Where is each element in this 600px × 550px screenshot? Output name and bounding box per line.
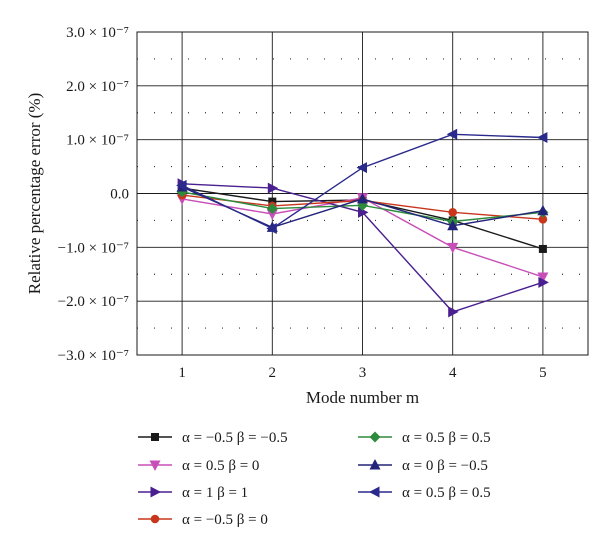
data-point xyxy=(447,219,459,231)
legend-swatch-marker xyxy=(369,459,381,470)
legend-item: α = 0.5 β = 0 xyxy=(138,458,259,474)
data-point xyxy=(537,204,549,216)
y-tick-label: 1.0 × 10⁻⁷ xyxy=(66,133,129,149)
data-point xyxy=(538,215,548,224)
data-point xyxy=(537,272,549,283)
data-point xyxy=(538,276,549,288)
legend-label: α = 1 β = 1 xyxy=(182,485,248,501)
data-point xyxy=(267,182,279,194)
legend: α = −0.5 β = −0.5 α = 0.5 β = 0 α = 1 β = … xyxy=(138,430,491,528)
series-7 xyxy=(176,128,548,234)
y-tick-label: −2.0 × 10⁻⁷ xyxy=(58,294,129,310)
data-point xyxy=(176,179,187,191)
legend-item: α = 0 β = −0.5 xyxy=(358,458,488,474)
data-point xyxy=(356,162,367,174)
legend-swatch-marker xyxy=(151,433,159,441)
data-point xyxy=(536,132,548,144)
x-tick-label: 4 xyxy=(449,365,457,381)
legend-swatch-marker xyxy=(150,486,161,498)
data-point xyxy=(266,203,278,215)
legend-swatch-marker xyxy=(369,431,381,443)
data-point xyxy=(266,222,277,234)
legend-label: α = 0.5 β = 0 xyxy=(182,458,259,474)
legend-label: α = 0.5 β = 0.5 xyxy=(402,485,491,501)
y-tick-label: −3.0 × 10⁻⁷ xyxy=(58,348,129,364)
y-axis-title: Relative percentage error (%) xyxy=(25,93,44,295)
plot-frame xyxy=(136,31,589,356)
x-axis-title: Mode number m xyxy=(306,388,419,407)
data-point xyxy=(538,244,547,253)
legend-item: α = −0.5 β = −0.5 xyxy=(138,430,288,446)
x-axis-ticks: 1 2 3 4 5 xyxy=(178,365,546,381)
series-3 xyxy=(177,178,549,318)
legend-label: α = 0.5 β = 0.5 xyxy=(402,430,491,446)
data-point xyxy=(447,242,459,254)
x-tick-label: 2 xyxy=(269,365,277,381)
y-tick-label: −1.0 × 10⁻⁷ xyxy=(58,240,129,256)
data-point xyxy=(357,192,368,204)
legend-swatch-marker xyxy=(369,486,380,498)
legend-label: α = −0.5 β = 0 xyxy=(182,512,268,528)
data-point xyxy=(358,206,369,218)
legend-item: α = 1 β = 1 xyxy=(138,485,248,501)
series-layer xyxy=(176,128,549,318)
legend-swatch-marker xyxy=(149,460,161,471)
legend-swatch-marker xyxy=(150,514,160,524)
y-axis-ticks: 3.0 × 10⁻⁷ 2.0 × 10⁻⁷ 1.0 × 10⁻⁷ 0.0 −1.0 × … xyxy=(58,25,129,364)
x-tick-label: 5 xyxy=(539,365,547,381)
x-tick-label: 1 xyxy=(178,365,186,381)
legend-item: α = 0.5 β = 0.5 xyxy=(358,430,491,446)
x-tick-label: 3 xyxy=(359,365,367,381)
legend-label: α = 0 β = −0.5 xyxy=(402,458,488,474)
y-tick-label: 0.0 xyxy=(110,187,129,203)
data-point xyxy=(268,197,277,206)
legend-item: α = 0.5 β = 0.5 xyxy=(358,485,491,501)
data-point xyxy=(448,306,459,318)
y-tick-label: 3.0 × 10⁻⁷ xyxy=(66,25,129,41)
data-point xyxy=(266,209,278,220)
y-tick-label: 2.0 × 10⁻⁷ xyxy=(66,79,129,95)
legend-label: α = −0.5 β = −0.5 xyxy=(182,430,288,446)
data-point xyxy=(448,208,458,217)
data-point xyxy=(446,128,458,140)
legend-item: α = −0.5 β = 0 xyxy=(138,512,268,528)
